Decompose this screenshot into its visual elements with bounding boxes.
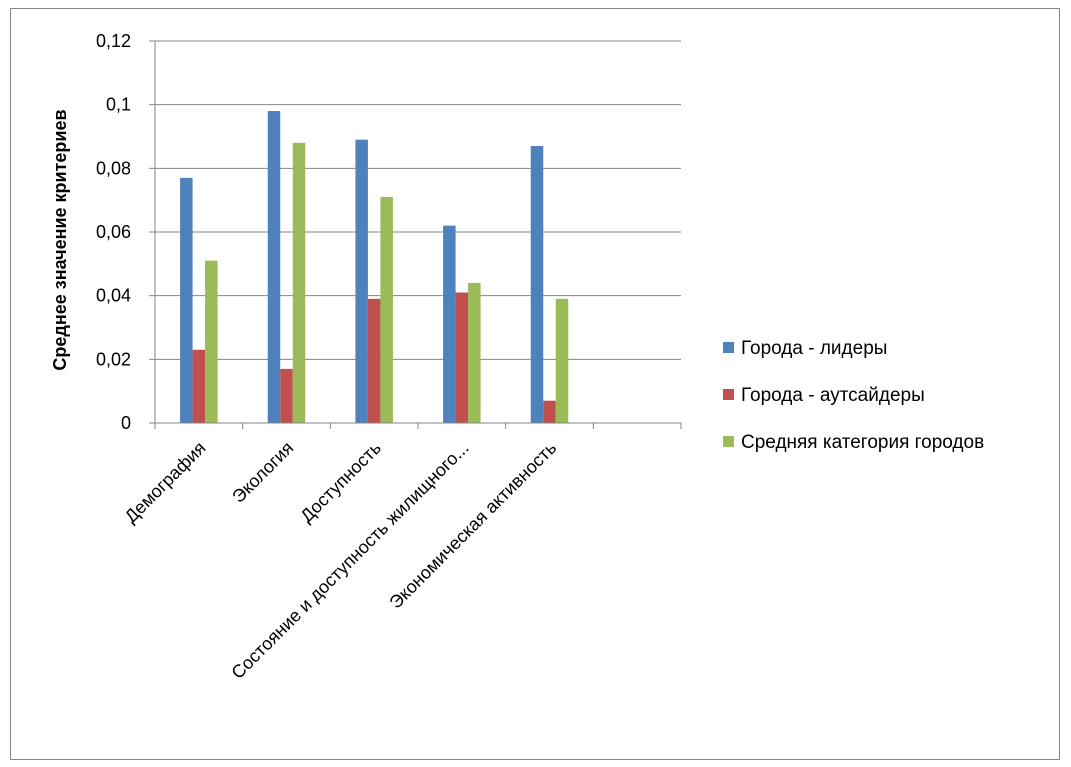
x-tick-label: Доступность [296,438,385,527]
legend: Города - лидеры Города - аутсайдеры Средня… [723,338,984,453]
bar [280,368,293,423]
y-axis-label: Среднее значение критериев [50,109,70,370]
bar [267,111,281,424]
bar [192,349,206,423]
bar [555,298,569,423]
y-tick-label: 0 [121,413,131,433]
y-tick-label: 0,12 [96,31,131,51]
bar [292,142,306,423]
bars-layer [180,111,569,424]
legend-swatch [723,436,734,447]
bar [455,292,469,423]
y-tick-label: 0,1 [106,95,131,115]
y-tick-label: 0,08 [96,158,131,178]
legend-label: Города - лидеры [741,338,887,359]
bar [205,260,218,423]
x-tick-label: Экономическая активность [385,438,560,613]
legend-label: Города - аутсайдеры [741,385,925,406]
legend-label: Средняя категория городов [741,432,984,453]
bar [180,177,193,423]
bar [530,146,544,424]
bar [367,298,381,423]
y-tick-label: 0,06 [96,222,131,242]
x-tick-label: Экология [228,438,297,507]
bar [380,196,393,423]
y-tick-label: 0,04 [96,286,131,306]
bar [443,225,456,423]
bar [468,282,481,423]
bar [543,400,556,423]
legend-swatch [723,342,734,353]
x-tick-label: Демография [121,438,210,527]
legend-swatch [723,389,734,400]
y-tick-label: 0,02 [96,349,131,369]
grid-layer [155,40,681,360]
bar [355,139,368,423]
